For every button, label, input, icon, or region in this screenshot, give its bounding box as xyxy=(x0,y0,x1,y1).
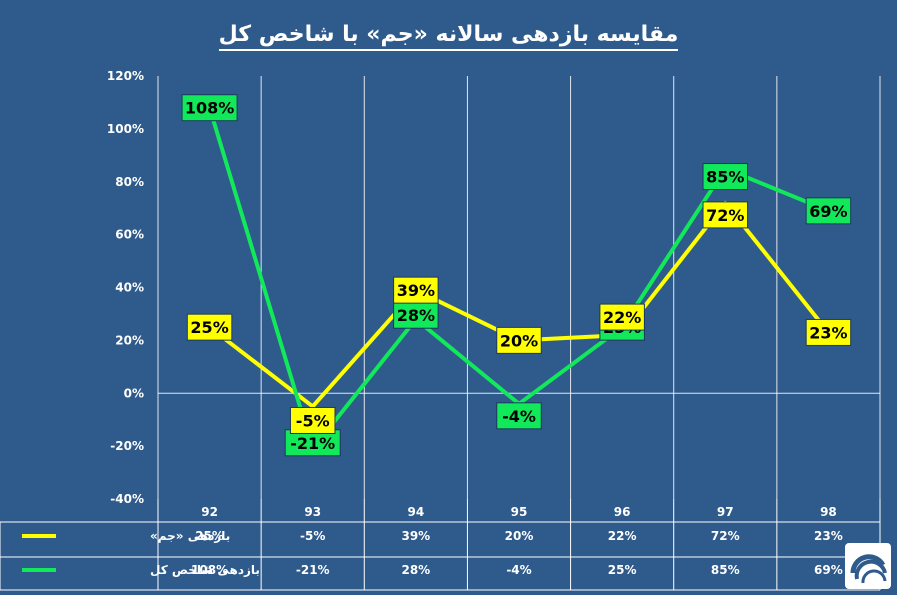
data-label-box xyxy=(393,276,439,304)
data-label-box xyxy=(181,94,238,122)
table-cell: -5% xyxy=(300,529,325,543)
table-cell: 69% xyxy=(814,563,843,577)
table-cell: -4% xyxy=(506,563,531,577)
data-label: 23% xyxy=(809,323,847,342)
table-cell: 20% xyxy=(505,529,534,543)
x-tick-label: 98 xyxy=(820,505,837,519)
x-tick-label: 93 xyxy=(304,505,321,519)
data-label: 22% xyxy=(603,308,641,327)
y-tick-label: 20% xyxy=(115,333,144,347)
x-tick-label: 96 xyxy=(614,505,631,519)
y-tick-label: -40% xyxy=(110,492,144,506)
table-cell: 108% xyxy=(191,563,228,577)
x-tick-label: 92 xyxy=(201,505,218,519)
legend-label-0: بازدهی «جم» xyxy=(150,529,230,543)
data-label: -4% xyxy=(502,407,536,426)
y-tick-label: 60% xyxy=(115,228,144,242)
table-cell: 23% xyxy=(814,529,843,543)
data-label-box xyxy=(496,402,542,430)
data-label: 28% xyxy=(397,306,435,325)
chart-title-text: مقایسه بازدهی سالانه «جم» با شاخص کل xyxy=(218,22,679,51)
y-tick-label: 100% xyxy=(107,122,144,136)
data-label-box xyxy=(805,318,852,346)
x-tick-label: 95 xyxy=(511,505,528,519)
data-label-box xyxy=(186,313,233,341)
table-cell: 28% xyxy=(401,563,430,577)
legend-label-1: بازدهی شاخص کل xyxy=(150,563,260,577)
y-tick-label: 120% xyxy=(107,69,144,83)
table-cell: 22% xyxy=(608,529,637,543)
data-label: 39% xyxy=(397,281,435,300)
data-label: 25% xyxy=(190,318,228,337)
table-cell: 39% xyxy=(401,529,430,543)
data-label: -5% xyxy=(296,411,330,430)
y-tick-label: 40% xyxy=(115,281,144,295)
table-cell: 85% xyxy=(711,563,740,577)
data-label: 72% xyxy=(706,206,744,225)
data-label: 69% xyxy=(809,202,847,221)
data-label-box xyxy=(496,326,542,354)
table-cell: -21% xyxy=(296,563,330,577)
data-label-box xyxy=(289,406,336,434)
chart-lines xyxy=(207,107,830,451)
data-label-box xyxy=(702,201,749,229)
y-tick-label: -20% xyxy=(110,439,144,453)
data-label-box xyxy=(599,303,645,331)
y-axis-ticks: -40% -20% 0% 20% 40% 60% 80% 100% 120% xyxy=(107,69,144,506)
data-label-box xyxy=(702,163,749,191)
series-line-0 xyxy=(208,200,830,409)
y-tick-label: 0% xyxy=(124,386,144,400)
x-tick-label: 94 xyxy=(408,505,425,519)
y-tick-label: 80% xyxy=(115,175,144,189)
chart-title: مقایسه بازدهی سالانه «جم» با شاخص کل xyxy=(0,22,897,51)
table-cell: 25% xyxy=(195,529,224,543)
logo-icon xyxy=(845,543,891,589)
data-labels: 108%-21%28%-4%25%85%69%25%-5%39%20%22%72… xyxy=(181,94,852,457)
table-cell: 72% xyxy=(711,529,740,543)
data-label: 85% xyxy=(706,168,744,187)
data-label: 108% xyxy=(185,99,234,118)
chart-grid xyxy=(157,76,881,499)
data-label: -21% xyxy=(290,434,335,453)
data-label: 20% xyxy=(500,331,538,350)
x-tick-label: 97 xyxy=(717,505,734,519)
data-label-box xyxy=(805,197,852,225)
table-cell: 25% xyxy=(608,563,637,577)
